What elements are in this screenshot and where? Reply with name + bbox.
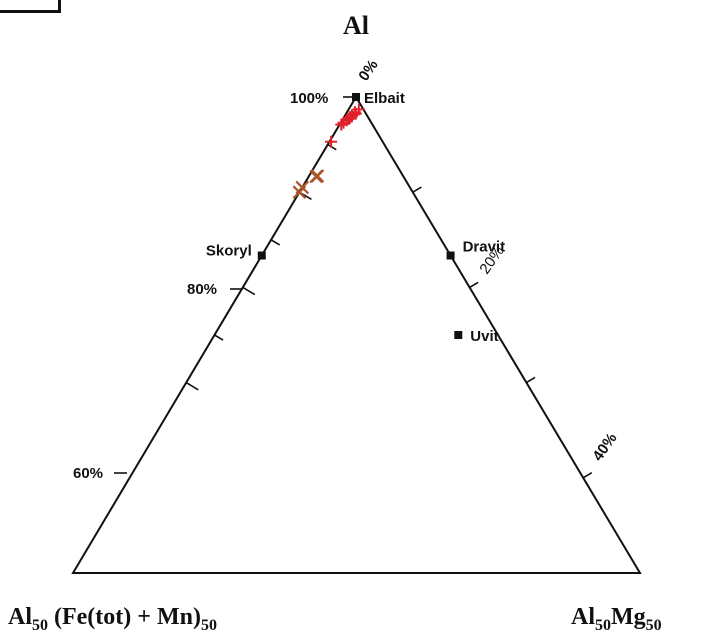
right-axis-tick-3	[525, 376, 536, 384]
x-b	[292, 185, 307, 199]
left-axis-label-1: 100%	[290, 90, 328, 107]
left-axis-tick-3	[185, 381, 199, 391]
right-axis-tick-1	[412, 186, 422, 193]
end-member-marker-uvit	[454, 331, 463, 339]
data-point-x-4	[292, 185, 307, 199]
left-axis-tick-2	[242, 286, 256, 296]
end-member-label-skoryl: Skoryl	[206, 243, 252, 260]
right-axis-label-1: 0%	[355, 57, 381, 85]
end-member-marker-skoryl	[257, 251, 266, 260]
data-point-plus-10	[335, 118, 348, 131]
end-member-marker-elbait	[352, 93, 360, 101]
right-axis-tick-4	[582, 471, 593, 479]
data-point-plus-9	[337, 116, 350, 129]
end-member-label-uvit: Uvit	[470, 328, 498, 345]
left-axis-minor-tick-2	[270, 239, 281, 246]
vertex-title-top: Al	[343, 11, 369, 40]
right-axis-tick-2	[469, 281, 479, 289]
data-point-x-2	[309, 169, 323, 184]
x-b	[309, 169, 323, 184]
left-axis-label-3: 60%	[73, 465, 103, 482]
end-member-label-elbait: Elbait	[364, 90, 405, 107]
right-axis-label-3: 40%	[589, 430, 620, 464]
vertex-title-bottom-left: Al50 (Fe(tot) + Mn)50	[8, 604, 217, 634]
end-member-label-dravit: Dravit	[463, 239, 506, 256]
corner-frame	[0, 0, 61, 13]
left-axis-label-2: 80%	[187, 281, 217, 298]
end-member-marker-dravit	[446, 251, 455, 260]
data-point-plus-11	[325, 135, 338, 148]
triangle-outline	[71, 95, 642, 574]
vertex-title-bottom-right: Al50Mg50	[571, 604, 662, 634]
left-axis-minor-tick-3	[214, 334, 224, 341]
